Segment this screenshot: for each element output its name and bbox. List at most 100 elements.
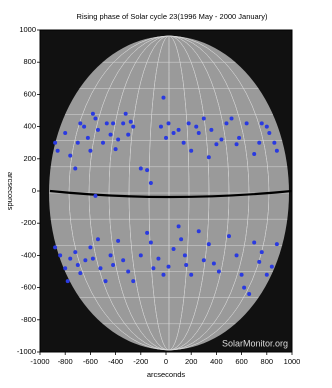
sunspot: [111, 263, 116, 268]
sunspot: [75, 140, 80, 145]
sunspot: [103, 279, 108, 284]
x-axis-label: arcseconds: [147, 370, 186, 379]
sunspot: [209, 127, 214, 132]
sunspot: [264, 124, 269, 129]
sunspot: [247, 292, 252, 297]
equator: [49, 189, 293, 199]
sunspot: [73, 166, 78, 171]
sunspot: [196, 229, 201, 234]
x-tick-label: -200: [133, 357, 148, 366]
sunspot: [244, 121, 249, 126]
y-tick-label: 800: [23, 57, 36, 66]
x-tick-label: -1000: [30, 357, 49, 366]
sunspot: [264, 272, 269, 277]
sunspot: [186, 121, 191, 126]
sunspot: [151, 266, 156, 271]
sunspot: [219, 137, 224, 142]
sunspot: [123, 111, 128, 116]
sunspot: [131, 124, 136, 129]
sunspot: [166, 264, 171, 269]
sunspot: [166, 121, 171, 126]
sunspot: [95, 237, 100, 242]
x-tick-label: -400: [108, 357, 123, 366]
sunspot: [242, 285, 247, 290]
watermark: SolarMonitor.org: [222, 338, 288, 348]
sunspot: [93, 193, 98, 198]
sunspot: [161, 272, 166, 277]
sunspot: [201, 116, 206, 121]
sunspot: [229, 116, 234, 121]
sunspot: [189, 148, 194, 153]
x-tick-label: -800: [58, 357, 73, 366]
sunspot: [53, 245, 58, 250]
sunspot: [116, 137, 121, 142]
x-tick-label: 600: [235, 357, 248, 366]
sunspot: [98, 266, 103, 271]
sunspot: [63, 131, 68, 136]
sunspot: [85, 135, 90, 140]
sunspot: [88, 148, 93, 153]
x-tick-label: 800: [261, 357, 274, 366]
y-tick-label: -1000: [17, 347, 36, 356]
sunspot: [206, 155, 211, 160]
y-tick-label: -400: [21, 250, 36, 259]
x-tick-label: 200: [185, 357, 198, 366]
sunspot: [176, 224, 181, 229]
sunspot: [267, 131, 272, 136]
sunspot: [108, 253, 113, 258]
sunspot: [201, 258, 206, 263]
sunspot: [179, 237, 184, 242]
sunspot: [73, 250, 78, 255]
sunspot: [83, 258, 88, 263]
y-tick-label: 600: [23, 89, 36, 98]
sunspot: [95, 127, 100, 132]
sunspot: [259, 250, 264, 255]
sunspot: [171, 131, 176, 136]
sunspot: [108, 132, 113, 137]
y-axis-label: arcseconds: [6, 172, 15, 211]
solar-disk: [49, 35, 293, 351]
sunspot: [138, 253, 143, 258]
sunspot: [234, 253, 239, 258]
sunspot: [194, 124, 199, 129]
sunspot: [211, 261, 216, 266]
y-tick-label: -600: [21, 283, 36, 292]
x-tick-label: 1000: [284, 357, 301, 366]
sunspot: [259, 121, 264, 126]
sunspot: [68, 256, 73, 261]
y-tick-label: 1000: [19, 25, 36, 34]
sunspot: [274, 148, 279, 153]
sunspot: [257, 259, 262, 264]
sunspot: [156, 256, 161, 261]
sunspot: [126, 132, 131, 137]
y-tick-label: -800: [21, 315, 36, 324]
sunspot: [138, 166, 143, 171]
sunspot: [274, 242, 279, 247]
sunspot: [116, 238, 121, 243]
chart-title: Rising phase of Solar cycle 23(1996 May …: [77, 12, 268, 21]
sunspot: [90, 111, 95, 116]
sunspot: [68, 153, 73, 158]
sunspot: [78, 121, 83, 126]
sunspot: [182, 253, 187, 258]
sunspot: [93, 116, 98, 121]
sunspot: [111, 121, 116, 126]
sunspot: [227, 234, 231, 239]
sunspot: [272, 140, 277, 145]
sunspot: [101, 140, 105, 145]
sunspot: [113, 147, 118, 152]
sunspot: [148, 180, 153, 185]
sunspot: [216, 269, 221, 274]
sunspot: [53, 140, 58, 145]
sunspot: [239, 272, 244, 277]
sunspot: [126, 269, 131, 274]
sunspot: [171, 246, 176, 251]
sunspot: [224, 121, 229, 126]
sunspot: [161, 95, 166, 100]
sunspot: [158, 124, 163, 129]
y-tick-label: 0: [32, 186, 36, 195]
sunspot: [206, 242, 211, 247]
sunspot: [121, 258, 126, 263]
